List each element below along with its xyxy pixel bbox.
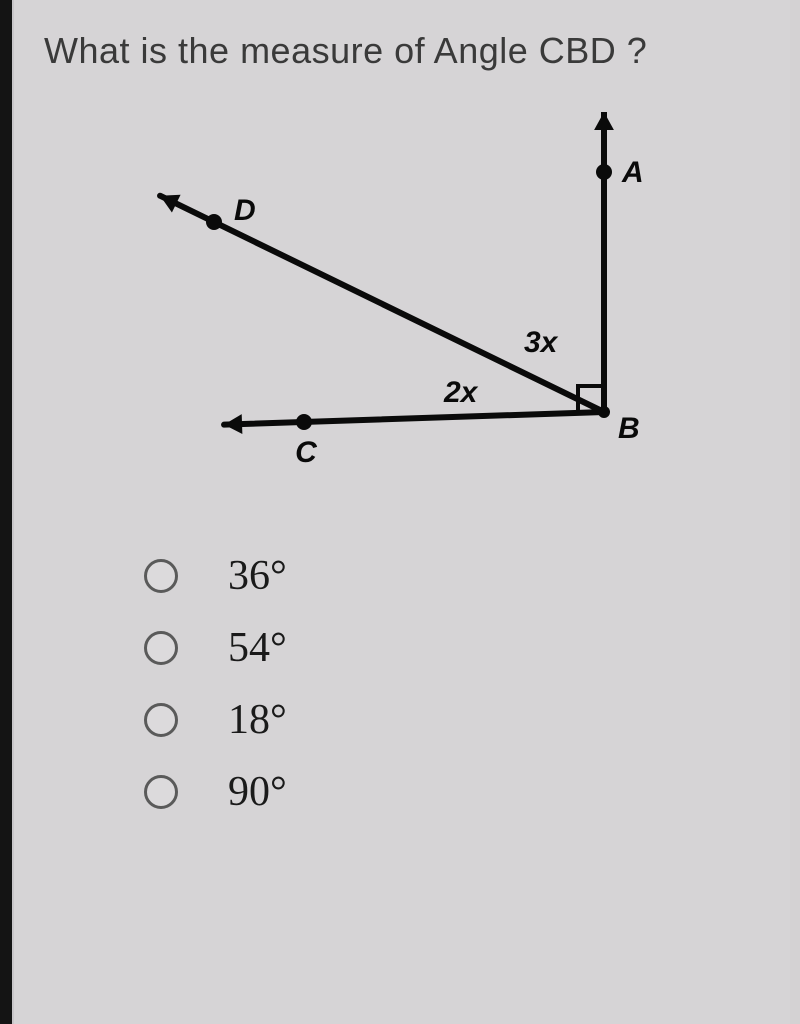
option-2[interactable]: 54° bbox=[144, 624, 760, 672]
question-text: What is the measure of Angle CBD ? bbox=[44, 30, 760, 72]
option-3[interactable]: 18° bbox=[144, 696, 760, 744]
option-label: 90° bbox=[228, 768, 287, 816]
svg-text:3x: 3x bbox=[524, 326, 559, 359]
radio-icon[interactable] bbox=[144, 559, 178, 593]
option-label: 54° bbox=[228, 624, 287, 672]
worksheet-page: What is the measure of Angle CBD ? A B C D 3… bbox=[14, 0, 790, 1024]
svg-text:B: B bbox=[618, 412, 640, 445]
option-label: 18° bbox=[228, 696, 287, 744]
option-1[interactable]: 36° bbox=[144, 552, 760, 600]
svg-text:C: C bbox=[295, 436, 318, 469]
svg-text:A: A bbox=[621, 156, 644, 189]
option-4[interactable]: 90° bbox=[144, 768, 760, 816]
radio-icon[interactable] bbox=[144, 631, 178, 665]
radio-icon[interactable] bbox=[144, 775, 178, 809]
angle-diagram: A B C D 3x 2x bbox=[104, 112, 704, 492]
answer-options: 36° 54° 18° 90° bbox=[144, 552, 760, 816]
radio-icon[interactable] bbox=[144, 703, 178, 737]
svg-text:2x: 2x bbox=[443, 376, 479, 409]
svg-text:D: D bbox=[234, 194, 256, 227]
option-label: 36° bbox=[228, 552, 287, 600]
